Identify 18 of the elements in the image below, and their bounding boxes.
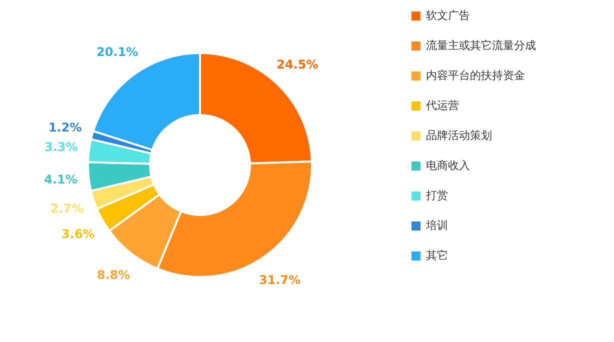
data-label: 1.2% [48,120,82,135]
legend-label: 其它 [426,249,448,262]
legend-label: 软文广告 [426,9,470,22]
legend-label: 电商收入 [426,159,470,172]
legend-label: 内容平台的扶持资金 [426,69,525,82]
legend-label: 品牌活动策划 [426,129,492,142]
data-label: 31.7% [258,273,301,288]
legend-label: 培训 [425,219,448,232]
data-label: 8.8% [96,268,130,282]
data-label: 2.7% [50,202,84,216]
legend-label: 代运营 [425,99,459,112]
data-label: 3.6% [62,226,95,241]
data-label: 20.1% [96,44,138,59]
data-label: 3.3% [44,140,78,154]
legend-label: 流量主或其它流量分成 [426,39,536,52]
data-label: 4.1% [44,172,78,186]
data-label: 24.5% [276,57,318,72]
legend-label: 打赏 [425,189,448,202]
